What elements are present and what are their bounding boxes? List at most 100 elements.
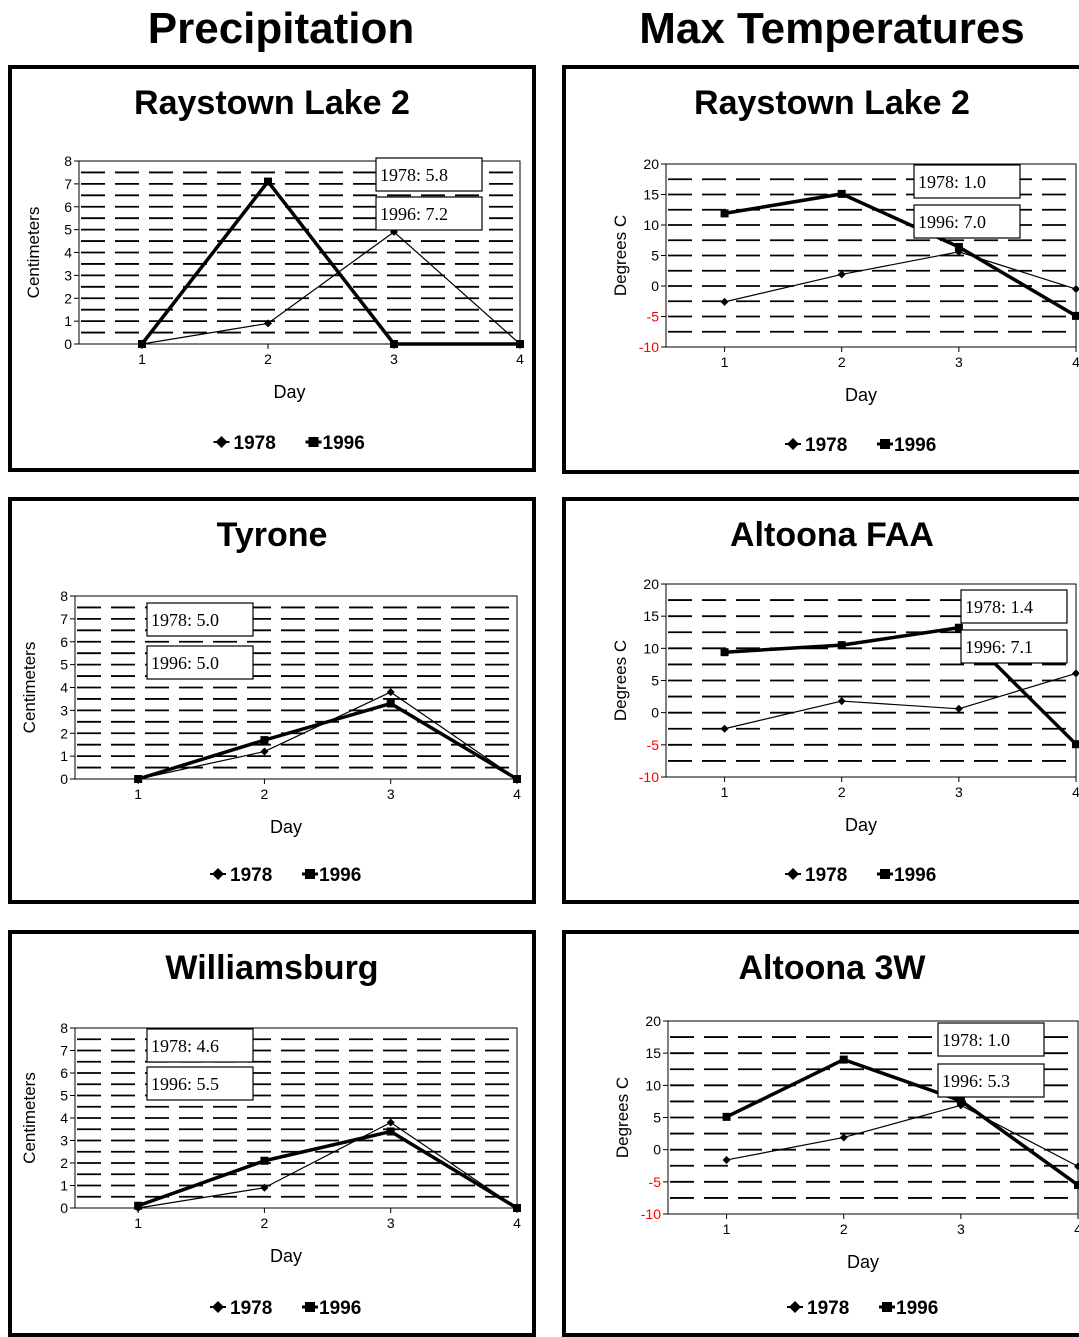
data-point-1978 [1072, 285, 1079, 294]
legend-diamond-marker [212, 868, 224, 880]
annotation-text: 1978: 1.0 [942, 1030, 1010, 1050]
y-tick-label: -5 [647, 737, 660, 753]
annotation-text: 1978: 5.0 [151, 610, 219, 630]
data-point-1996 [264, 177, 272, 186]
legend-diamond-marker [787, 438, 799, 450]
annotation-text: 1996: 7.2 [380, 204, 448, 224]
legend-diamond-marker [789, 1301, 801, 1313]
x-axis-label: Day [847, 1252, 879, 1272]
legend-label-1978: 1978 [230, 1298, 272, 1319]
y-tick-label: 2 [64, 290, 72, 306]
x-tick-label: 1 [721, 354, 729, 370]
chart-panel: Raystown Lake 2 0 1 2 3 4 5 6 7 8 1 2 3 4 Day Centimete… [8, 65, 536, 472]
x-tick-label: 1 [721, 784, 729, 800]
y-tick-label: -10 [639, 769, 659, 785]
series-line-1996 [137, 701, 518, 781]
y-tick-label: 5 [60, 1088, 68, 1104]
y-tick-label: 1 [60, 748, 68, 764]
series-line-1996 [724, 625, 1078, 746]
max-temperatures-header: Max Temperatures [639, 4, 1025, 53]
chart-panel: Altoona 3W -10 -5 0 5 10 15 20 1 2 3 4 Day Degrees C 1… [562, 930, 1079, 1337]
annotation-text: 1996: 5.5 [151, 1074, 219, 1094]
y-tick-label: 3 [60, 1133, 68, 1149]
legend-label-1996: 1996 [894, 865, 936, 886]
chart-panel: Tyrone 0 1 2 3 4 5 6 7 8 1 2 3 4 Day Centimeters 1978: 5… [8, 497, 536, 904]
data-point-1978 [1074, 1162, 1079, 1171]
y-tick-label: 1 [60, 1178, 68, 1194]
x-axis-label: Day [845, 815, 877, 835]
line-chart: 0 1 2 3 4 5 6 7 8 1 2 3 4 Day Centimeters 1978: 5.0 1996… [20, 588, 521, 886]
data-point-1996 [839, 1055, 848, 1064]
annotation-box [375, 157, 483, 192]
annotation-box [146, 602, 254, 637]
data-point-1996 [138, 340, 146, 348]
data-point-1978 [956, 1101, 965, 1110]
y-tick-label: 5 [651, 673, 659, 689]
y-tick-label: 7 [64, 176, 72, 192]
annotation-box [960, 629, 1068, 664]
data-point-1996 [513, 1204, 521, 1212]
x-tick-label: 1 [134, 786, 142, 802]
x-tick-label: 4 [513, 1215, 521, 1231]
data-point-1978 [722, 1155, 731, 1164]
data-point-1996 [386, 1127, 395, 1136]
legend-label-1978: 1978 [805, 865, 847, 886]
chart-panel: Altoona FAA -10 -5 0 5 10 15 20 1 2 3 4 Day Degrees C… [562, 497, 1079, 904]
data-point-1996 [1072, 311, 1079, 320]
annotation-box [146, 1066, 254, 1101]
x-axis-label: Day [270, 1246, 302, 1266]
y-tick-label: 4 [64, 245, 72, 261]
data-point-1978 [720, 724, 729, 733]
x-tick-label: 2 [838, 354, 846, 370]
x-tick-label: 4 [1072, 784, 1079, 800]
y-axis-label: Centimeters [20, 1072, 39, 1164]
y-tick-label: 0 [64, 336, 72, 352]
x-tick-label: 2 [264, 351, 272, 367]
x-tick-label: 3 [955, 784, 963, 800]
x-tick-label: 4 [1074, 1221, 1079, 1237]
data-point-1996 [134, 1201, 143, 1210]
series-line-1978 [724, 672, 1077, 730]
y-tick-label: -10 [641, 1206, 661, 1222]
series-line-1978 [141, 231, 521, 345]
y-tick-label: 5 [653, 1110, 661, 1126]
x-axis-label: Day [845, 385, 877, 405]
x-axis-label: Day [273, 382, 305, 402]
y-tick-label: 10 [645, 1077, 661, 1093]
data-point-1996 [720, 209, 729, 218]
x-tick-label: 1 [138, 351, 146, 367]
annotation-box [937, 1022, 1045, 1057]
y-tick-label: 0 [651, 705, 659, 721]
data-point-1996 [390, 340, 398, 348]
y-tick-label: 2 [60, 1155, 68, 1171]
y-tick-label: 5 [60, 657, 68, 673]
y-tick-label: 2 [60, 725, 68, 741]
chart-title: Tyrone [216, 516, 328, 554]
y-tick-label: 15 [645, 1045, 661, 1061]
chart-title: Altoona 3W [738, 949, 926, 987]
line-chart: -10 -5 0 5 10 15 20 1 2 3 4 Day Degrees C 1978: 1.4 19… [611, 576, 1079, 886]
series-line-1996 [140, 179, 520, 346]
chart-title: Williamsburg [165, 949, 379, 987]
x-tick-label: 4 [513, 786, 521, 802]
annotation-box [937, 1063, 1045, 1098]
legend-label-1978: 1978 [230, 865, 272, 886]
line-chart: -10 -5 0 5 10 15 20 1 2 3 4 Day Degrees C 1978: 1.0 19… [611, 156, 1079, 456]
x-tick-label: 1 [723, 1221, 731, 1237]
data-point-1996 [1072, 740, 1079, 749]
annotation-text: 1996: 5.3 [942, 1071, 1010, 1091]
y-tick-label: 4 [60, 1110, 68, 1126]
line-chart: 0 1 2 3 4 5 6 7 8 1 2 3 4 Day Centimeters 1978: 5.8 1996… [24, 153, 524, 454]
x-tick-label: 3 [387, 786, 395, 802]
legend-label-1996: 1996 [896, 1298, 938, 1319]
chart-panel: Williamsburg 0 1 2 3 4 5 6 7 8 1 2 3 4 Day Centimeters 1… [8, 930, 536, 1337]
annotation-box [146, 1028, 254, 1063]
series-line-1978 [138, 1121, 518, 1209]
data-point-1996 [260, 1156, 269, 1165]
annotation-text: 1996: 5.0 [151, 653, 219, 673]
y-tick-label: -5 [649, 1174, 662, 1190]
data-point-1978 [1072, 669, 1079, 678]
x-tick-label: 1 [134, 1215, 142, 1231]
series-line-1978 [726, 1104, 1079, 1167]
legend-square-marker [305, 1302, 315, 1312]
